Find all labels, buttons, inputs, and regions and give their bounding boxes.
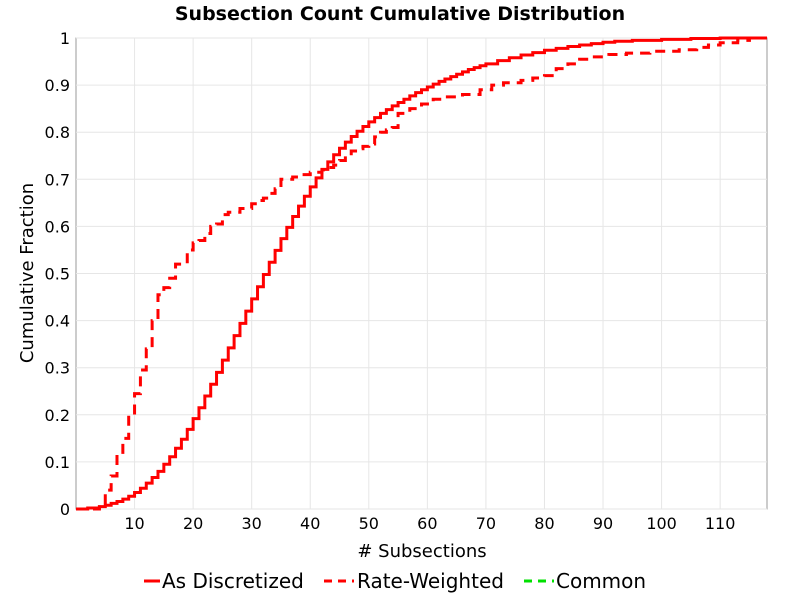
x-tick-label: 110 xyxy=(705,514,736,533)
x-tick-label: 40 xyxy=(300,514,320,533)
y-tick-label: 0.3 xyxy=(45,359,70,378)
x-tick-label: 90 xyxy=(593,514,613,533)
y-tick-label: 1 xyxy=(60,29,70,48)
x-tick-label: 60 xyxy=(417,514,437,533)
series-line-0 xyxy=(76,36,767,511)
x-tick-label: 30 xyxy=(241,514,261,533)
legend-label: As Discretized xyxy=(162,569,304,593)
legend: As Discretized Rate-Weighted Common xyxy=(144,569,646,593)
tick-labels: 10 20 30 40 50 60 70 80 90 100 110 0 0.1 0.2 0.3 0.4 0.5… xyxy=(45,29,736,533)
x-axis-label: # Subsections xyxy=(357,541,486,562)
y-tick-label: 0.1 xyxy=(45,453,70,472)
y-tick-label: 0.2 xyxy=(45,406,70,425)
x-tick-label: 20 xyxy=(183,514,203,533)
series-lines xyxy=(76,36,767,511)
x-tick-label: 70 xyxy=(476,514,496,533)
y-tick-label: 0.5 xyxy=(45,265,70,284)
x-tick-label: 100 xyxy=(646,514,677,533)
y-tick-label: 0.4 xyxy=(45,312,70,331)
y-tick-label: 0.6 xyxy=(45,217,70,236)
y-tick-label: 0.7 xyxy=(45,170,70,189)
y-tick-label: 0.8 xyxy=(45,123,70,142)
chart-title: Subsection Count Cumulative Distribution xyxy=(175,3,625,25)
y-tick-label: 0 xyxy=(60,500,70,519)
x-tick-label: 10 xyxy=(124,514,144,533)
series-line-1 xyxy=(76,36,767,511)
y-tick-label: 0.9 xyxy=(45,76,70,95)
legend-label: Rate-Weighted xyxy=(357,569,504,593)
grid-lines xyxy=(76,37,767,510)
x-tick-label: 50 xyxy=(359,514,379,533)
y-axis-label: Cumulative Fraction xyxy=(17,183,38,363)
x-tick-label: 80 xyxy=(534,514,554,533)
legend-label: Common xyxy=(556,569,646,593)
